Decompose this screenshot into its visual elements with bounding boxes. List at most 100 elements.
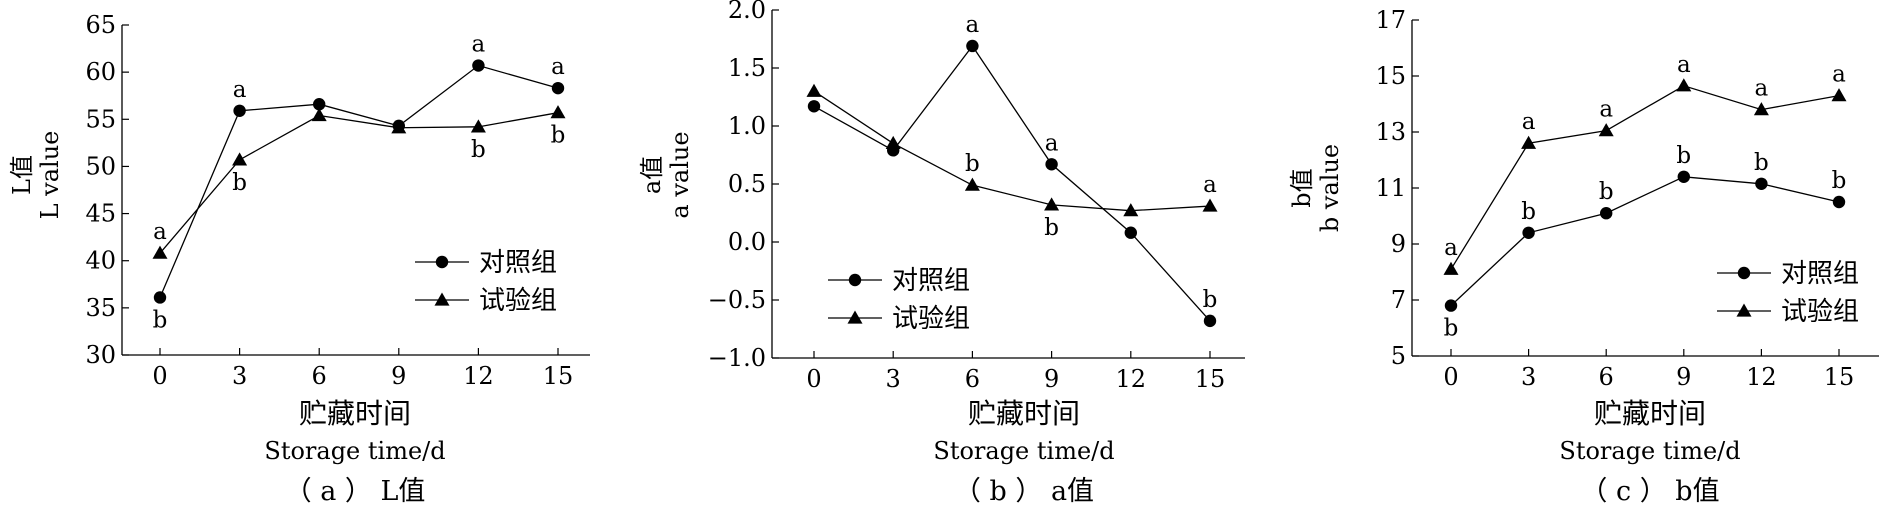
significance-label: b: [1203, 287, 1218, 313]
significance-label: a: [1444, 235, 1458, 261]
data-point-trial: [964, 177, 980, 191]
x-tick-label: 12: [463, 362, 494, 390]
y-axis-label-en: b value: [1316, 144, 1344, 232]
data-point-trial: [1443, 261, 1459, 275]
data-point-control: [966, 39, 979, 53]
data-point-control: [153, 291, 167, 304]
significance-label: a: [966, 12, 980, 38]
significance-label: a: [1755, 76, 1769, 102]
y-tick-label: 17: [1375, 6, 1406, 34]
y-tick-label: 15: [1375, 62, 1406, 90]
x-tick-label: 12: [1746, 363, 1777, 391]
significance-label: a: [472, 32, 486, 58]
data-point-control: [1832, 195, 1846, 209]
data-point-control: [551, 81, 565, 95]
y-tick-label: 5: [1391, 342, 1406, 370]
legend-marker-control: [435, 255, 449, 269]
series-line: [1450, 85, 1840, 270]
data-point-trial: [1598, 123, 1614, 137]
x-tick-label: 0: [1443, 363, 1458, 391]
data-point-trial: [1831, 88, 1847, 102]
significance-label: b: [1599, 179, 1614, 205]
y-tick-label: 0.0: [728, 228, 766, 256]
y-axis-label-cn: b值: [1288, 168, 1316, 207]
legend-label: 试验组: [892, 304, 970, 334]
series-line: [813, 44, 1211, 322]
data-point-control: [1755, 177, 1768, 190]
y-tick-label: 45: [85, 200, 116, 228]
x-axis-label-en: Storage time/d: [933, 437, 1114, 465]
data-point-control: [1444, 299, 1458, 312]
x-tick-label: 3: [232, 362, 247, 390]
y-axis-label-cn: a值: [638, 156, 666, 194]
y-tick-label: 50: [85, 152, 116, 180]
significance-label: a: [551, 54, 565, 80]
data-point-trial: [1123, 203, 1139, 217]
legend-label: 对照组: [479, 248, 557, 278]
significance-label: b: [153, 307, 168, 333]
data-point-trial: [311, 108, 327, 122]
panel-c: b值 b value 贮藏时间 Storage time/d （ c ） b值 …: [1288, 6, 1879, 506]
y-axis-label-en: a value: [666, 131, 694, 218]
data-point-control: [313, 98, 326, 111]
x-axis-label-cn: 贮藏时间: [968, 397, 1080, 430]
series-line: [1450, 176, 1840, 307]
x-axis-label-en: Storage time/d: [1559, 437, 1740, 465]
x-tick-label: 15: [1824, 363, 1855, 391]
data-point-control: [1203, 314, 1217, 328]
significance-label: b: [1676, 143, 1691, 169]
data-point-trial: [152, 245, 168, 259]
y-tick-label: 2.0: [728, 0, 766, 24]
data-point-control: [1677, 170, 1691, 183]
significance-label: a: [1599, 97, 1613, 123]
y-tick-label: −0.5: [708, 286, 766, 314]
x-tick-label: 15: [543, 362, 574, 390]
x-tick-label: 15: [1195, 365, 1226, 393]
data-point-trial: [1044, 197, 1060, 211]
legend-label: 对照组: [892, 266, 970, 296]
x-tick-label: 6: [965, 365, 980, 393]
series-line: [159, 64, 559, 298]
significance-label: a: [1522, 109, 1536, 135]
data-point-control: [1124, 226, 1138, 239]
x-tick-label: 6: [1599, 363, 1614, 391]
y-tick-label: 30: [85, 341, 116, 369]
x-tick-label: 9: [391, 362, 406, 390]
significance-label: a: [1203, 172, 1217, 198]
significance-label: b: [232, 170, 247, 196]
data-point-trial: [550, 105, 566, 119]
significance-label: a: [1677, 52, 1691, 78]
y-tick-label: 9: [1391, 230, 1406, 258]
significance-label: b: [1832, 168, 1847, 194]
data-point-control: [472, 59, 485, 72]
y-tick-label: 13: [1375, 118, 1406, 146]
y-tick-label: 1.0: [728, 112, 766, 140]
y-tick-label: 55: [85, 105, 116, 133]
significance-label: a: [233, 77, 247, 103]
significance-label: b: [1444, 316, 1459, 342]
panel-caption: （ a ） L值: [285, 476, 426, 506]
data-point-trial: [232, 152, 248, 166]
legend-label: 对照组: [1781, 259, 1859, 289]
legend-marker-trial: [1736, 303, 1752, 317]
x-tick-label: 9: [1044, 365, 1059, 393]
x-tick-label: 0: [806, 365, 821, 393]
legend-label: 试验组: [1781, 297, 1859, 327]
x-tick-label: 3: [886, 365, 901, 393]
y-tick-label: 0.5: [728, 170, 766, 198]
significance-label: b: [965, 151, 980, 177]
data-point-trial: [470, 119, 486, 133]
x-tick-label: 12: [1116, 365, 1147, 393]
y-tick-label: 40: [85, 247, 116, 275]
legend-marker-trial: [847, 310, 863, 324]
data-point-trial: [1753, 102, 1769, 116]
data-point-trial: [806, 83, 822, 97]
legend-marker-control: [1737, 266, 1751, 280]
x-tick-label: 0: [152, 362, 167, 390]
x-tick-label: 6: [312, 362, 327, 390]
y-tick-label: −1.0: [708, 344, 766, 372]
data-point-control: [1600, 207, 1613, 220]
data-point-control: [807, 100, 821, 113]
legend-marker-trial: [434, 292, 450, 306]
